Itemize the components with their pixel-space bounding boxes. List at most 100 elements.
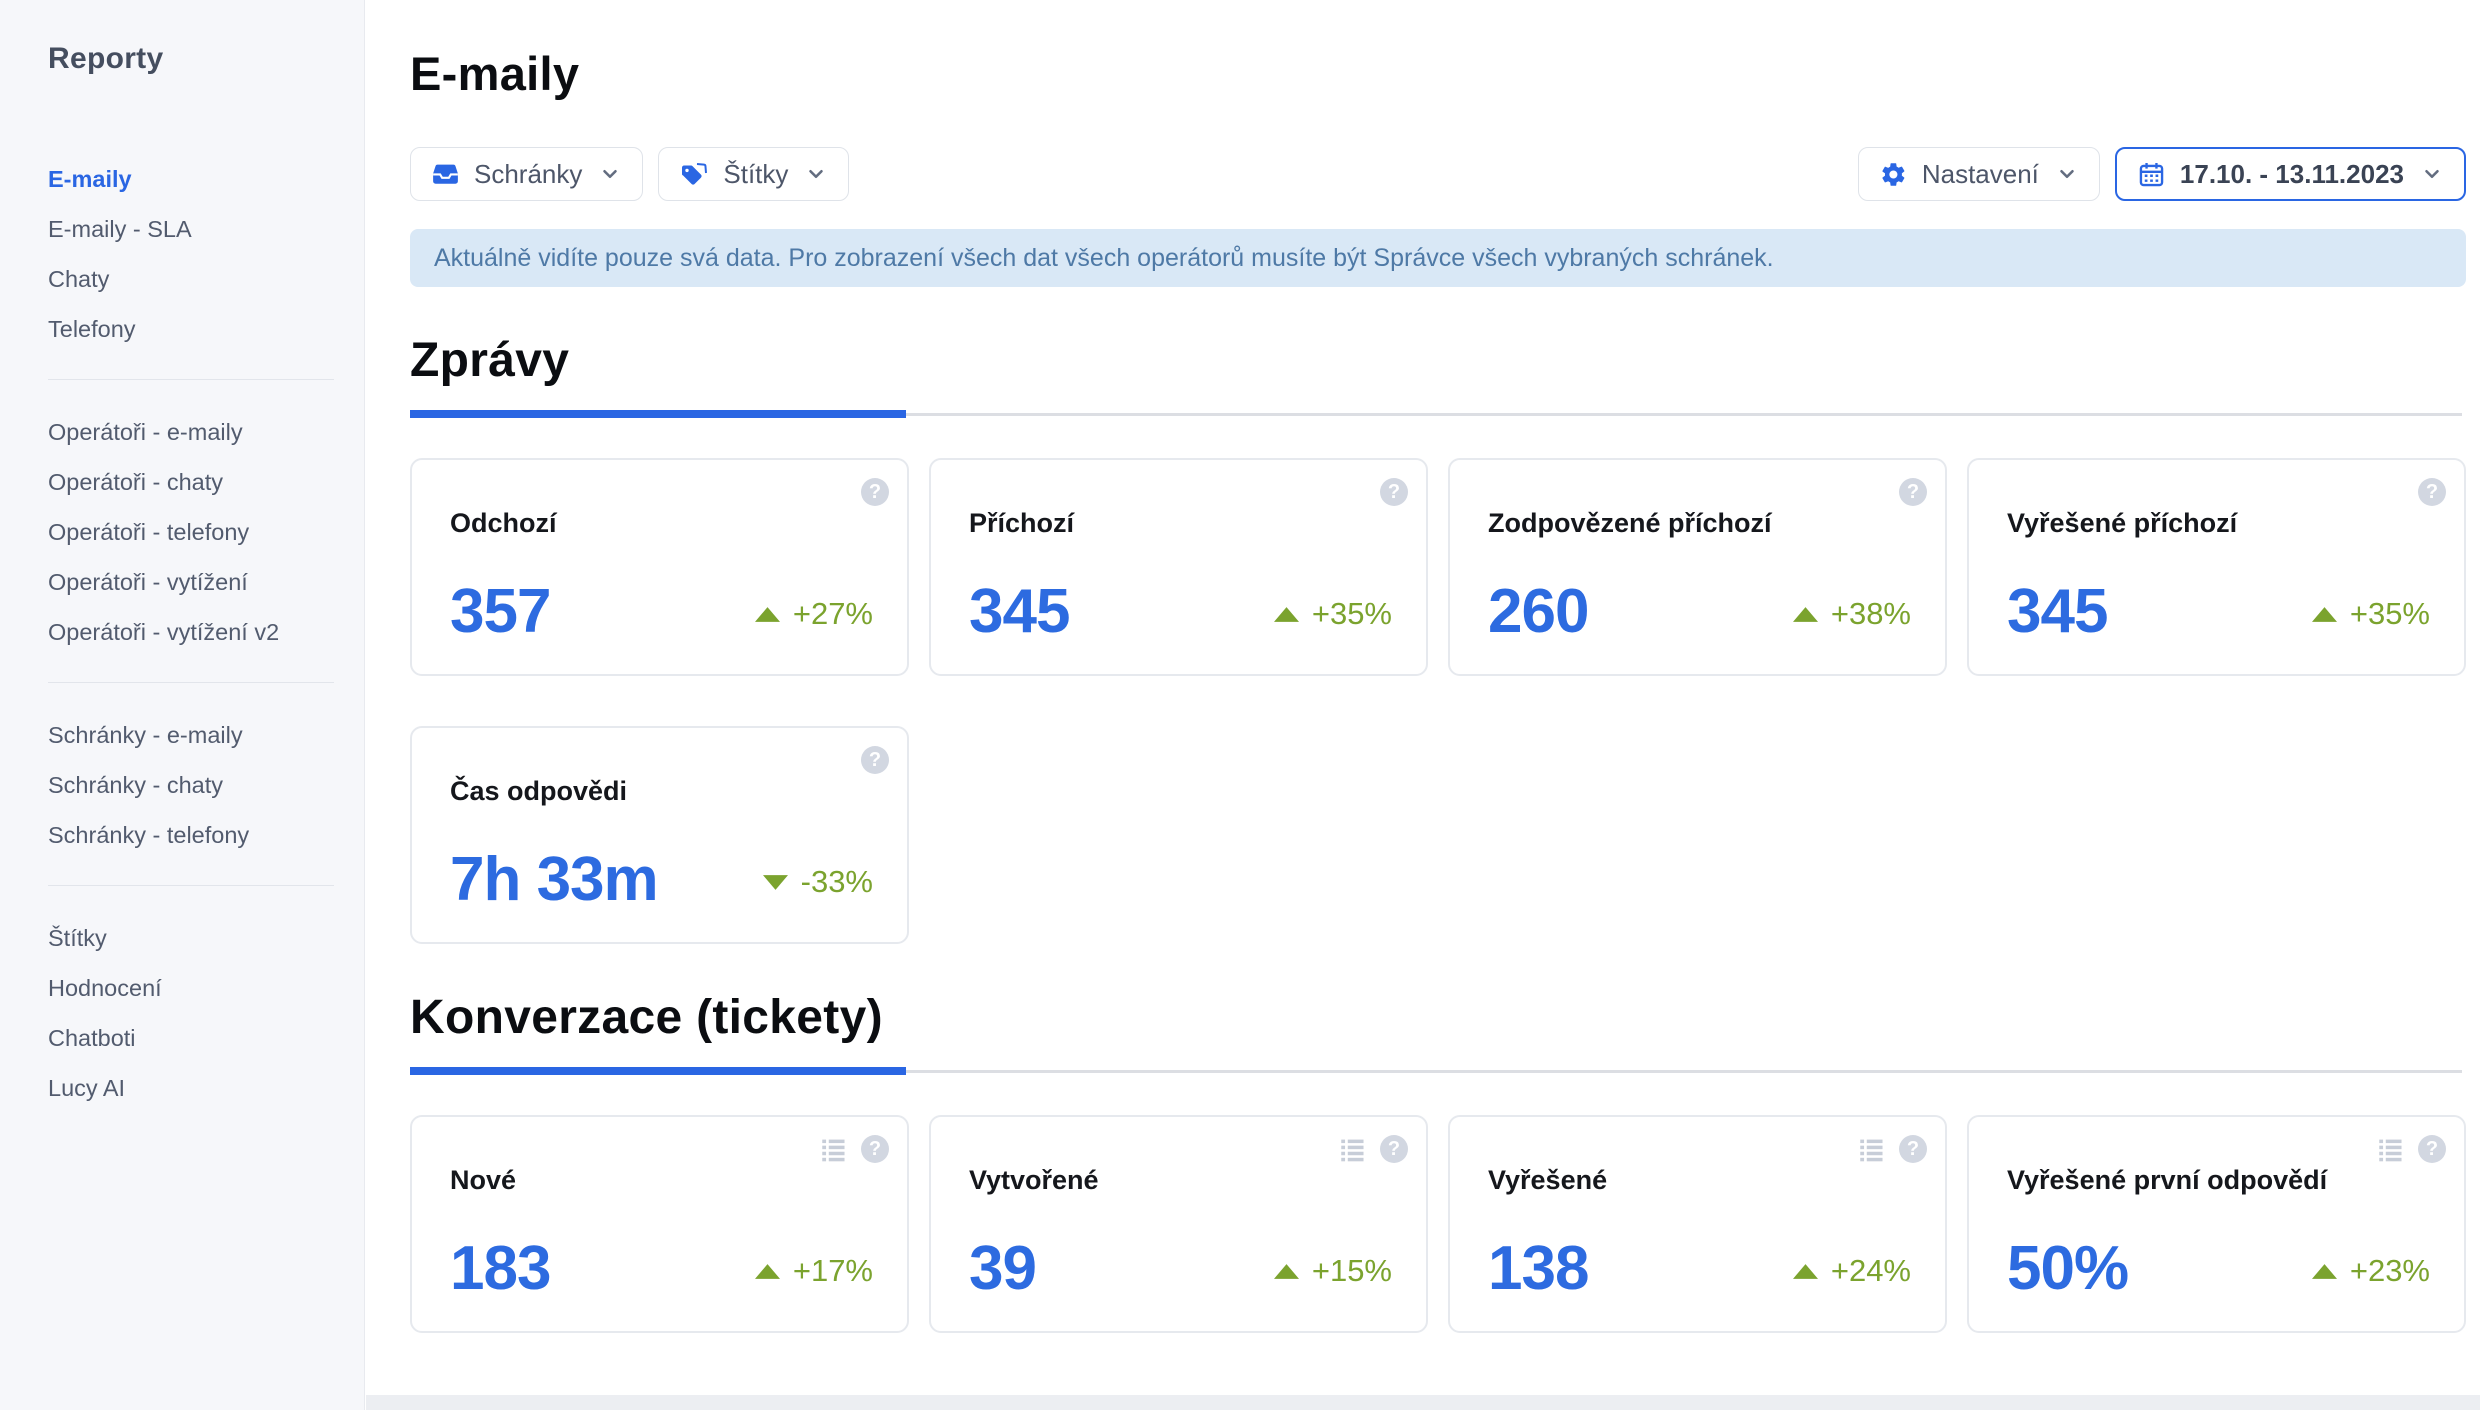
settings-label: Nastavení [1921,158,2039,189]
card-title: Odchozí [450,508,557,538]
cards-row: ? Nové 183 +17%? Vytvořené 39 +15%? Vyřešené 138… [410,1115,2466,1333]
card-bottom-row: 345 +35% [969,577,1392,647]
list-icon[interactable] [820,1136,847,1163]
card-bottom-row: 345 +35% [2007,581,2430,643]
metric-card-odchozi: ? Odchozí 357 +27% [410,458,909,676]
toolbar: Schránky Štítky [410,147,2466,201]
card-title: Čas odpovědi [450,776,628,806]
sidebar-item-e-maily[interactable]: E-maily [48,166,132,192]
tags-filter-button[interactable]: Štítky [658,147,850,201]
sidebar: Reporty E-maily E-maily - SLA Chaty Telefon… [0,0,365,1410]
card-value: 183 [450,1234,551,1304]
card-title: Vyřešené [1488,1165,1608,1195]
mailboxes-filter-button[interactable]: Schránky [410,147,644,201]
card-trend: +24% [1792,1253,1911,1299]
card-corner-icons: ? [2418,478,2446,506]
bottom-strip [366,1395,2480,1410]
date-range-button[interactable]: 17.10. - 13.11.2023 [2114,147,2466,201]
trend-value: +27% [792,596,873,631]
sidebar-item-operatori-telefony[interactable]: Operátoři - telefony [48,519,250,545]
mailboxes-filter-label: Schránky [474,158,583,189]
help-icon[interactable]: ? [861,478,889,506]
list-icon[interactable] [1858,1136,1885,1163]
settings-button[interactable]: Nastavení [1857,147,2100,201]
sidebar-item-schranky-chaty[interactable]: Schránky - chaty [48,772,224,798]
cards-row: ? Odchozí 357 +27%? Příchozí 345 +35%? Zodpověz… [410,458,2466,944]
help-icon[interactable]: ? [861,1135,889,1163]
help-icon[interactable]: ? [1380,478,1408,506]
help-icon[interactable]: ? [2418,478,2446,506]
sidebar-item-stitky[interactable]: Štítky [48,925,107,951]
card-bottom-row: 357 +27% [450,577,873,647]
card-value: 357 [450,577,551,647]
help-icon[interactable]: ? [1899,1135,1927,1163]
list-icon[interactable] [1339,1136,1366,1163]
help-icon[interactable]: ? [2418,1135,2446,1163]
chevron-down-icon [2421,163,2443,185]
metric-card-vyresene: ? Vyřešené 138 +24% [1448,1115,1947,1333]
trend-value: +38% [1830,596,1911,631]
card-corner-icons: ? [820,1135,889,1163]
chevron-down-icon [599,163,621,185]
card-bottom-row: 183 +17% [450,1234,873,1304]
page-title: E-maily [410,47,580,100]
gear-icon [1880,161,1907,188]
card-value: 7h 33m [450,845,659,915]
filter-buttons: Schránky Štítky [410,147,850,201]
sidebar-item-operatori-chaty[interactable]: Operátoři - chaty [48,469,224,495]
card-title: Příchozí [969,508,1075,538]
sidebar-item-lucy-ai[interactable]: Lucy AI [48,1075,126,1101]
card-value: 138 [1488,1234,1589,1304]
card-trend: +38% [1792,596,1911,642]
card-title: Vyřešené příchozí [2007,508,2238,538]
sidebar-item-chatboti[interactable]: Chatboti [48,1025,136,1051]
card-trend: +23% [2311,1253,2430,1299]
card-corner-icons: ? [1899,478,1927,506]
info-banner: Aktuálně vidíte pouze svá data. Pro zobr… [410,229,2466,287]
card-bottom-row: 260 +38% [1488,581,1911,643]
card-trend: +27% [754,596,873,642]
section-title: Konverzace (tickety) [410,991,883,1044]
sidebar-item-schranky-telefony[interactable]: Schránky - telefony [48,822,250,848]
sidebar-item-e-maily-sla[interactable]: E-maily - SLA [48,216,192,242]
trend-value: +35% [2349,596,2430,631]
metric-card-zodpovezene-prichozi: ? Zodpovězené příchozí 260 +38% [1448,458,1947,676]
trend-value: +24% [1830,1253,1911,1288]
help-icon[interactable]: ? [1899,478,1927,506]
sidebar-item-operatori-vytizeni[interactable]: Operátoři - vytížení [48,569,248,595]
card-trend: +17% [754,1253,873,1299]
sidebar-item-chaty[interactable]: Chaty [48,266,110,292]
metric-card-vyresene-prvni-odpovedi: ? Vyřešené první odpovědí 50% +23% [1967,1115,2466,1333]
trend-value: +15% [1311,1253,1392,1288]
sidebar-item-schranky-e-maily[interactable]: Schránky - e-maily [48,722,243,748]
section-divider [410,1067,2466,1075]
sidebar-item-operatori-vytizeni-v2[interactable]: Operátoři - vytížení v2 [48,619,280,645]
tags-filter-label: Štítky [723,158,789,189]
section-divider [410,410,2466,418]
chevron-down-icon [805,163,827,185]
card-corner-icons: ? [1380,478,1408,506]
tags-icon [680,161,708,187]
trend-value: +23% [2349,1253,2430,1288]
sidebar-item-telefony[interactable]: Telefony [48,316,136,342]
section-konverzace-tickety: Konverzace (tickety)? Nové 183 +17%? Vytvoře… [410,990,2466,1333]
card-corner-icons: ? [2377,1135,2446,1163]
card-bottom-row: 50% +23% [2007,1238,2430,1300]
metric-card-prichozi: ? Příchozí 345 +35% [929,458,1428,676]
sidebar-divider [48,885,334,886]
help-icon[interactable]: ? [1380,1135,1408,1163]
card-title: Nové [450,1165,517,1195]
list-icon[interactable] [2377,1136,2404,1163]
card-corner-icons: ? [861,478,889,506]
sidebar-item-operatori-e-maily[interactable]: Operátoři - e-maily [48,419,243,445]
help-icon[interactable]: ? [861,746,889,774]
date-range-label: 17.10. - 13.11.2023 [2179,158,2404,189]
card-corner-icons: ? [861,746,889,774]
card-value: 345 [969,577,1070,647]
sidebar-item-hodnoceni[interactable]: Hodnocení [48,975,162,1001]
card-trend: +35% [2311,596,2430,642]
trend-value: -33% [800,864,873,899]
report-sections: Zprávy? Odchozí 357 +27%? Příchozí 345 +35%? Zo… [410,333,2466,1333]
main-content: E-maily Schránky [365,0,2480,1410]
